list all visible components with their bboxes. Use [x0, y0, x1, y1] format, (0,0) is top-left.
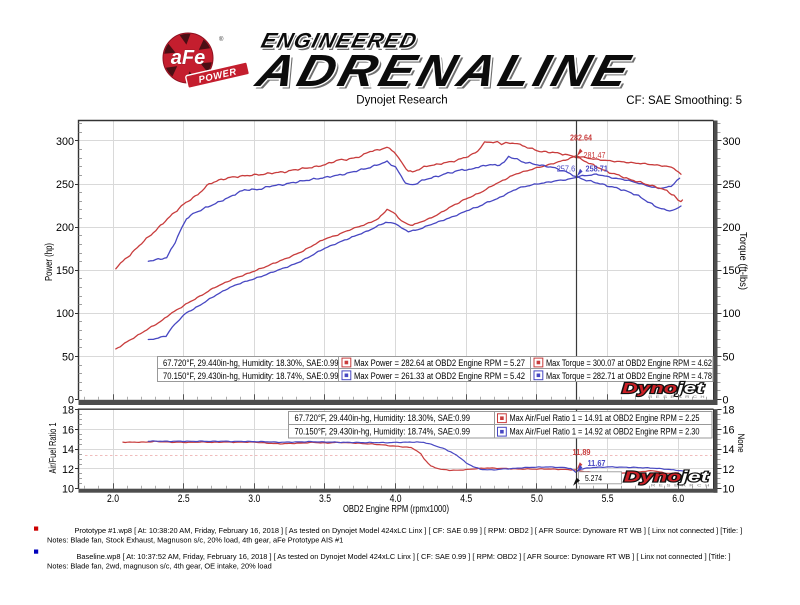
svg-text:ENGINEERED: ENGINEERED — [261, 31, 423, 55]
svg-text:Power (hp): Power (hp) — [44, 243, 55, 281]
svg-text:50: 50 — [723, 351, 735, 363]
svg-text:70.150°F, 29.430in-hg, Humidit: 70.150°F, 29.430in-hg, Humidity: 18.74%,… — [295, 427, 471, 437]
svg-text:100: 100 — [723, 308, 741, 320]
svg-text:Dynojet: Dynojet — [622, 379, 704, 396]
svg-text:CF: SAE Smoothing: 5: CF: SAE Smoothing: 5 — [626, 95, 742, 107]
svg-text:282.64: 282.64 — [570, 133, 592, 143]
svg-text:Prototype #1.wp8 [ At: 10:38:2: Prototype #1.wp8 [ At: 10:38:20 AM, Frid… — [75, 526, 743, 535]
svg-text:250: 250 — [56, 179, 74, 191]
svg-text:Air/Fuel Ratio 1: Air/Fuel Ratio 1 — [48, 422, 59, 473]
svg-text:4.5: 4.5 — [460, 493, 472, 505]
svg-text:200: 200 — [56, 222, 74, 234]
svg-text:10: 10 — [723, 484, 735, 496]
svg-text:258.71: 258.71 — [586, 163, 609, 173]
svg-text:Dynojet: Dynojet — [624, 469, 710, 485]
svg-text:3.0: 3.0 — [248, 493, 260, 505]
svg-text:Baseline.wp8 [ At: 10:37:52 AM: Baseline.wp8 [ At: 10:37:52 AM, Friday, … — [77, 552, 731, 561]
svg-text:10: 10 — [62, 484, 74, 496]
svg-text:aFe: aFe — [171, 47, 205, 69]
svg-text:281.47: 281.47 — [584, 150, 606, 160]
svg-text:14: 14 — [62, 444, 74, 456]
svg-text:257.6: 257.6 — [557, 163, 576, 173]
svg-text:Torque (ft-lbs): Torque (ft-lbs) — [737, 232, 748, 290]
svg-text:12: 12 — [723, 464, 735, 476]
svg-text:70.150°F, 29.430in-hg, Humidit: 70.150°F, 29.430in-hg, Humidity: 18.74%,… — [163, 371, 339, 381]
svg-text:18: 18 — [62, 405, 74, 417]
svg-text:300: 300 — [723, 136, 741, 148]
svg-text:0: 0 — [68, 394, 74, 406]
svg-text:®: ® — [219, 36, 224, 43]
svg-text:ADRENALINE: ADRENALINE — [253, 49, 641, 99]
svg-text:12: 12 — [62, 464, 74, 476]
svg-text:11.67: 11.67 — [588, 458, 606, 468]
svg-text:ENGINEERED: ENGINEERED — [259, 28, 421, 52]
svg-text:None: None — [736, 434, 746, 453]
svg-text:3.5: 3.5 — [319, 493, 331, 505]
svg-text:250: 250 — [723, 179, 741, 191]
svg-text:11.89: 11.89 — [573, 447, 591, 457]
svg-text:OBD2 Engine RPM (rpmx1000): OBD2 Engine RPM (rpmx1000) — [343, 504, 449, 515]
svg-text:14: 14 — [723, 444, 735, 456]
svg-text:RESEARCH: RESEARCH — [648, 395, 708, 400]
svg-text:Max Torque = 282.71 at OBD2 En: Max Torque = 282.71 at OBD2 Engine RPM =… — [546, 371, 712, 381]
svg-text:300: 300 — [56, 136, 74, 148]
svg-text:5.0: 5.0 — [531, 493, 543, 505]
svg-text:200: 200 — [723, 222, 741, 234]
svg-text:100: 100 — [56, 308, 74, 320]
svg-text:Max Power = 261.33 at OBD2 Eng: Max Power = 261.33 at OBD2 Engine RPM = … — [354, 371, 525, 381]
svg-text:Notes: Blade fan, 2wd, magnuso: Notes: Blade fan, 2wd, magnuson s/c, 4th… — [47, 562, 272, 571]
svg-text:Dynojet Research: Dynojet Research — [356, 95, 447, 107]
svg-text:5.274: 5.274 — [585, 473, 602, 483]
svg-text:Max Air/Fuel Ratio 1 = 14.91 a: Max Air/Fuel Ratio 1 = 14.91 at OBD2 Eng… — [510, 413, 700, 423]
svg-text:16: 16 — [723, 424, 735, 436]
svg-text:2.0: 2.0 — [107, 493, 119, 505]
svg-text:67.720°F, 29.440in-hg, Humidit: 67.720°F, 29.440in-hg, Humidity: 18.30%,… — [163, 358, 339, 368]
svg-text:Max Torque = 300.07 at OBD2 En: Max Torque = 300.07 at OBD2 Engine RPM =… — [546, 358, 712, 368]
svg-text:Notes: Blade fan, Stock Exhaus: Notes: Blade fan, Stock Exhaust, Magnuso… — [47, 536, 343, 545]
svg-text:RESEARCH: RESEARCH — [651, 483, 713, 488]
svg-text:2.5: 2.5 — [178, 493, 190, 505]
svg-text:67.720°F, 29.440in-hg, Humidit: 67.720°F, 29.440in-hg, Humidity: 18.30%,… — [295, 413, 471, 423]
svg-text:16: 16 — [62, 424, 74, 436]
svg-text:50: 50 — [62, 351, 74, 363]
svg-text:6.0: 6.0 — [672, 493, 684, 505]
svg-text:0: 0 — [723, 394, 729, 406]
svg-text:150: 150 — [723, 265, 741, 277]
svg-text:5.5: 5.5 — [602, 493, 614, 505]
svg-text:150: 150 — [56, 265, 74, 277]
svg-text:ADRENALINE: ADRENALINE — [250, 46, 638, 96]
svg-text:Max Power = 282.64 at OBD2 Eng: Max Power = 282.64 at OBD2 Engine RPM = … — [354, 358, 525, 368]
svg-text:4.0: 4.0 — [390, 493, 402, 505]
svg-text:Max Air/Fuel Ratio 1 = 14.92 a: Max Air/Fuel Ratio 1 = 14.92 at OBD2 Eng… — [510, 427, 700, 437]
svg-text:18: 18 — [723, 405, 735, 417]
